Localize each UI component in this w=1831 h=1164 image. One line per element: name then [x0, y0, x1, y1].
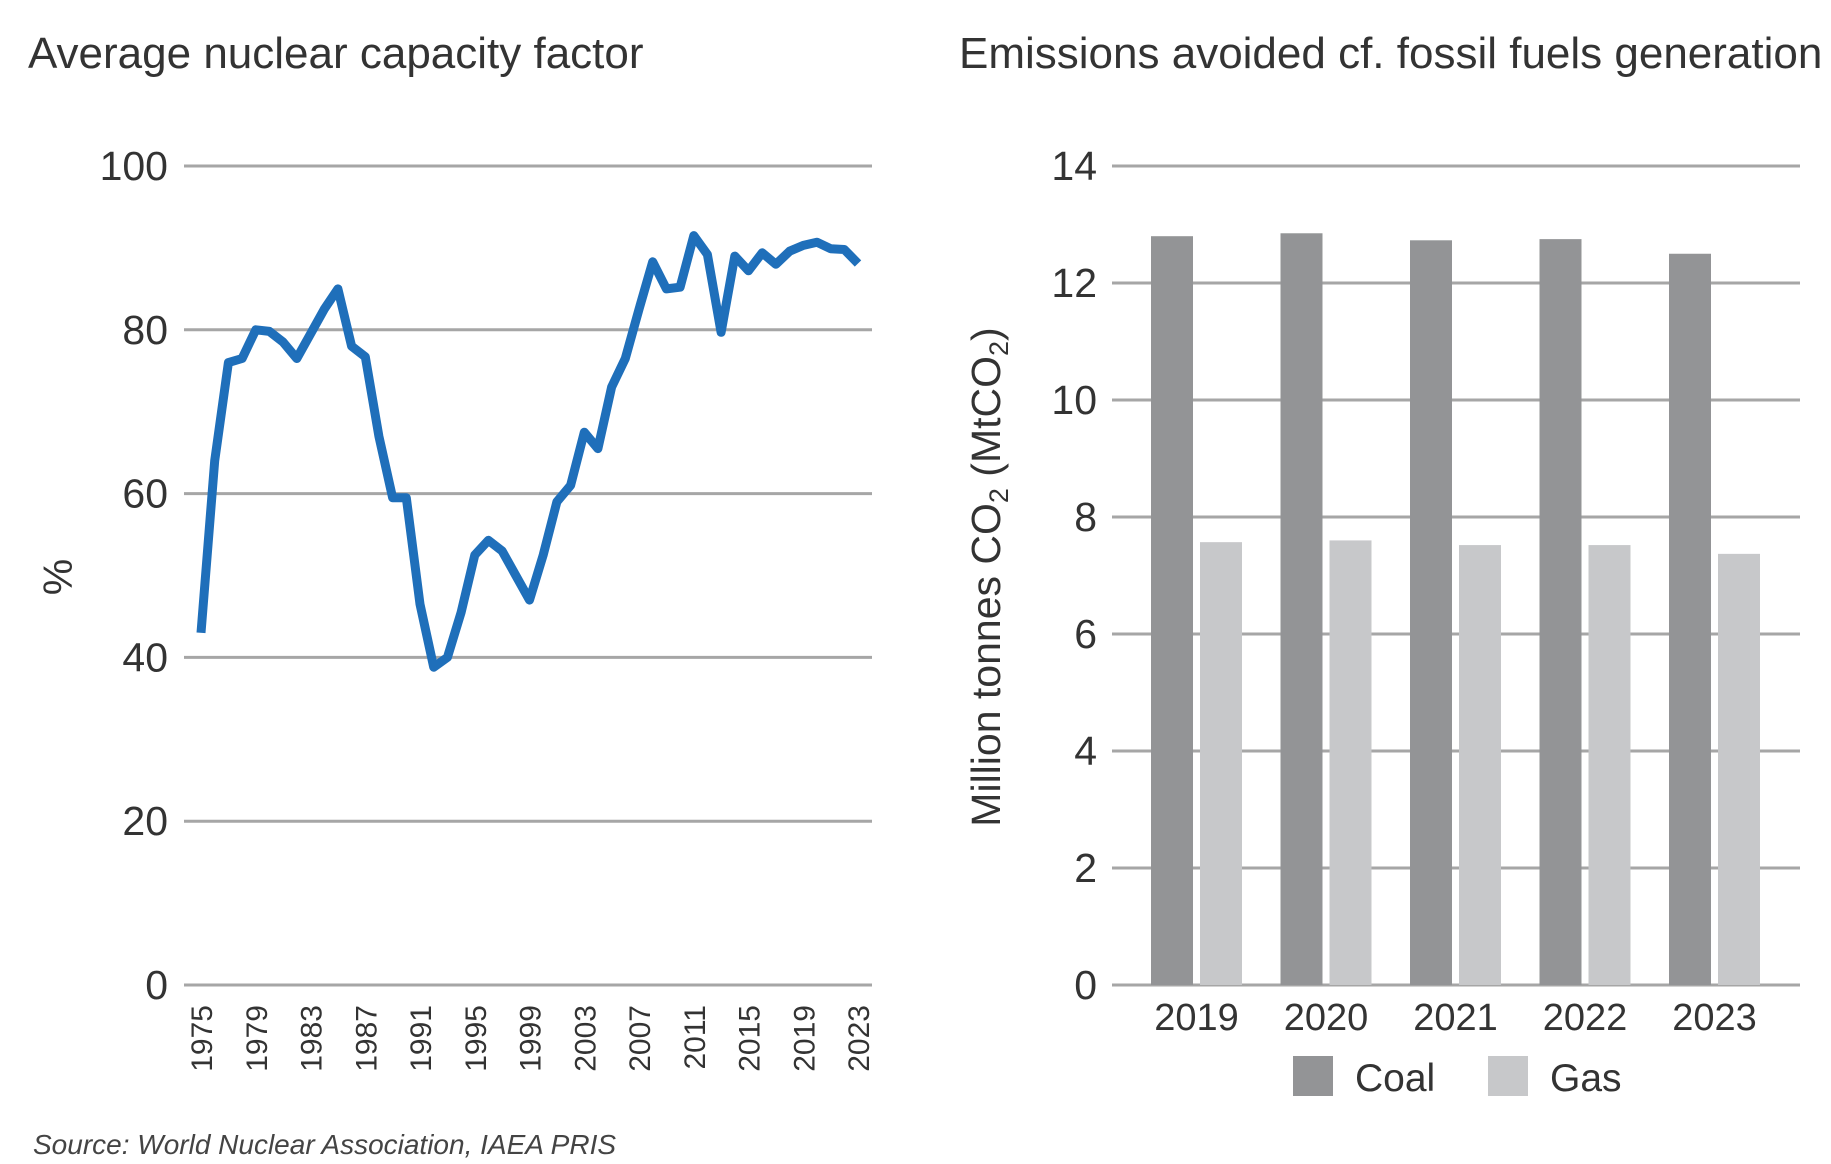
capacity-factor-x-tick-label: 1987 — [350, 1005, 383, 1072]
emissions-avoided-x-tick-label: 2019 — [1154, 997, 1239, 1039]
emissions-avoided-title: Emissions avoided cf. fossil fuels gener… — [959, 29, 1822, 78]
emissions-avoided-y-tick-label: 0 — [1074, 962, 1097, 1008]
emissions-avoided-x-tick-label: 2021 — [1413, 997, 1498, 1039]
emissions-avoided-y-tick-label: 12 — [1051, 260, 1097, 306]
capacity-factor-y-ticks: 0 20 40 60 80 100 — [100, 143, 168, 1008]
capacity-factor-x-tick-label: 1975 — [186, 1005, 219, 1072]
emissions-avoided-x-tick-label: 2020 — [1284, 997, 1369, 1039]
capacity-factor-x-tick-label: 1999 — [515, 1005, 548, 1072]
y-axis-label-subscript-2: 2 — [984, 341, 1014, 356]
capacity-factor-title: Average nuclear capacity factor — [28, 29, 644, 78]
capacity-factor-x-tick-label: 1983 — [296, 1005, 329, 1072]
capacity-factor-gridlines — [184, 164, 872, 987]
capacity-factor-line — [196, 231, 862, 672]
capacity-factor-x-tick-label: 2023 — [843, 1005, 876, 1072]
y-axis-label-middle: (MtCO — [963, 356, 1009, 488]
capacity-factor-y-tick-label: 80 — [122, 307, 168, 353]
capacity-factor-x-ticks: 1975 1979 1983 1987 1991 1995 1999 2003 2007 2011… — [186, 1005, 876, 1072]
bar-coal-2020 — [1280, 233, 1323, 985]
capacity-factor-y-tick-label: 100 — [100, 143, 168, 189]
emissions-avoided-y-tick-label: 8 — [1074, 494, 1097, 540]
emissions-avoided-bars — [1151, 233, 1760, 986]
emissions-avoided-y-tick-label: 4 — [1074, 728, 1097, 774]
emissions-avoided-y-tick-label: 10 — [1051, 377, 1097, 423]
capacity-factor-x-tick-label: 1979 — [241, 1005, 274, 1072]
emissions-avoided-y-tick-label: 2 — [1074, 845, 1097, 891]
capacity-factor-y-tick-label: 60 — [122, 471, 168, 517]
y-axis-label-subscript-1: 2 — [984, 488, 1014, 503]
emissions-avoided-legend: Coal Gas — [1293, 1056, 1622, 1100]
capacity-factor-x-tick-label: 2007 — [624, 1005, 657, 1072]
emissions-avoided-y-ticks: 0 2 4 6 8 10 12 14 — [1051, 143, 1097, 1008]
emissions-avoided-y-tick-label: 6 — [1074, 611, 1097, 657]
emissions-avoided-y-tick-label: 14 — [1051, 143, 1097, 189]
capacity-factor-x-tick-label: 2011 — [679, 1005, 712, 1070]
y-axis-label-main: Million tonnes CO — [963, 503, 1009, 827]
bar-coal-2022 — [1539, 239, 1582, 985]
bar-gas-2022 — [1588, 545, 1631, 985]
capacity-factor-x-tick-label: 2015 — [734, 1005, 767, 1072]
capacity-factor-y-tick-label: 40 — [122, 634, 168, 680]
emissions-avoided-y-axis-label: Million tonnes CO2 (MtCO2) — [963, 327, 1014, 826]
emissions-avoided-x-tick-label: 2023 — [1672, 997, 1757, 1039]
bar-gas-2023 — [1718, 553, 1760, 985]
bar-coal-2019 — [1151, 236, 1193, 985]
emissions-avoided-x-ticks: 2019 2020 2021 2022 2023 — [1154, 997, 1757, 1039]
capacity-factor-y-tick-label: 0 — [145, 962, 168, 1008]
capacity-factor-x-tick-label: 1991 — [405, 1005, 438, 1072]
capacity-factor-y-tick-label: 20 — [122, 798, 168, 844]
legend-label-coal: Coal — [1355, 1057, 1435, 1100]
emissions-avoided-x-tick-label: 2022 — [1543, 997, 1628, 1039]
source-note: Source: World Nuclear Association, IAEA … — [33, 1129, 617, 1160]
capacity-factor-x-tick-label: 1995 — [460, 1005, 493, 1072]
bar-gas-2020 — [1329, 540, 1372, 985]
capacity-factor-y-axis-label: % — [35, 559, 81, 595]
capacity-factor-x-tick-label: 2019 — [788, 1005, 821, 1072]
legend-swatch-coal — [1293, 1056, 1333, 1096]
legend-label-gas: Gas — [1550, 1057, 1622, 1100]
capacity-factor-chart: Average nuclear capacity factor 0 20 40 60 8… — [28, 29, 876, 1072]
legend-swatch-gas — [1488, 1056, 1528, 1096]
bar-gas-2019 — [1200, 542, 1242, 985]
capacity-factor-x-tick-label: 2003 — [569, 1005, 602, 1072]
bar-gas-2021 — [1459, 545, 1501, 985]
bar-coal-2021 — [1410, 240, 1452, 986]
emissions-avoided-chart: Emissions avoided cf. fossil fuels gener… — [959, 29, 1822, 1100]
y-axis-label-end: ) — [963, 327, 1009, 341]
bar-coal-2023 — [1669, 253, 1711, 985]
